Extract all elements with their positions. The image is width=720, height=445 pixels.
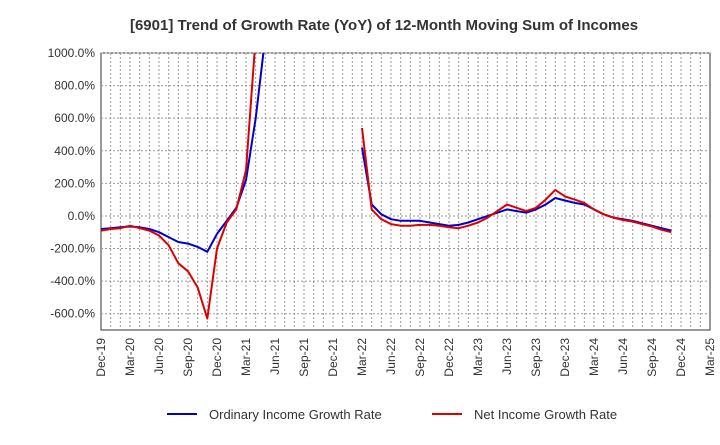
x-tick-label: Mar-25 <box>703 338 717 376</box>
y-tick-label: 200.0% <box>54 176 95 190</box>
x-tick-label: Jun-21 <box>268 338 282 375</box>
legend-label: Ordinary Income Growth Rate <box>209 407 382 422</box>
x-tick-label: Jun-23 <box>500 338 514 375</box>
y-tick-label: 0.0% <box>68 209 96 223</box>
x-tick-label: Dec-19 <box>94 338 108 377</box>
x-tick-label: Sep-23 <box>529 338 543 377</box>
x-tick-label: Jun-24 <box>616 338 630 375</box>
y-tick-label: 1000.0% <box>48 46 96 60</box>
x-tick-label: Sep-24 <box>645 338 659 377</box>
x-tick-label: Jun-22 <box>384 338 398 375</box>
axis-layer: 1000.0% 800.0% 600.0% 400.0% 200.0% 0.0% -200.… <box>48 46 717 377</box>
y-tick-label: -400.0% <box>50 274 95 288</box>
x-tick-label: Dec-22 <box>442 338 456 377</box>
x-tick-label: Sep-21 <box>297 338 311 377</box>
legend-label: Net Income Growth Rate <box>474 407 617 422</box>
grid-layer <box>100 52 711 331</box>
y-tick-label: 400.0% <box>54 144 95 158</box>
series-layer <box>101 53 672 320</box>
x-tick-label: Sep-20 <box>181 338 195 377</box>
x-tick-label: Mar-24 <box>587 338 601 376</box>
series-line-net-income <box>101 53 672 320</box>
y-tick-label: 800.0% <box>54 79 95 93</box>
x-tick-label: Jun-20 <box>152 338 166 375</box>
x-tick-label: Mar-23 <box>471 338 485 376</box>
x-tick-label: Sep-22 <box>413 338 427 377</box>
legend: Ordinary Income Growth Rate Net Income Gr… <box>167 407 617 422</box>
chart-title: [6901] Trend of Growth Rate (YoY) of 12-… <box>130 17 638 34</box>
x-tick-label: Dec-23 <box>558 338 572 377</box>
x-tick-label: Dec-24 <box>674 338 688 377</box>
x-tick-label: Mar-21 <box>239 338 253 376</box>
x-tick-label: Dec-21 <box>326 338 340 377</box>
x-tick-label: Dec-20 <box>210 338 224 377</box>
y-tick-label: -600.0% <box>50 307 95 321</box>
x-tick-label: Mar-22 <box>355 338 369 376</box>
y-tick-label: -200.0% <box>50 242 95 256</box>
plot-area <box>100 52 711 331</box>
y-tick-label: 600.0% <box>54 111 95 125</box>
x-tick-label: Mar-20 <box>123 338 137 376</box>
